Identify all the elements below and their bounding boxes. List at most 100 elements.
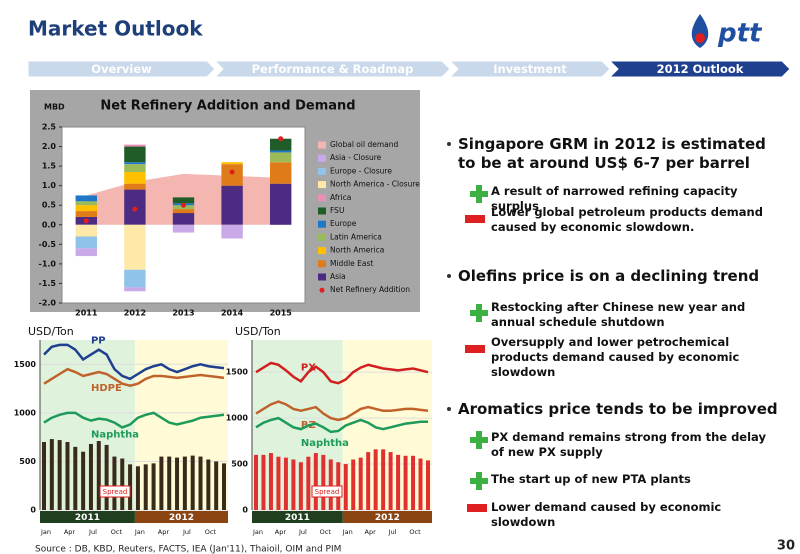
x-tick-label: Jul	[388, 528, 397, 536]
y-tick-label: 2.0	[42, 142, 57, 151]
bar-segment	[75, 224, 97, 237]
nav-label: Investment	[493, 62, 567, 76]
nav-label: 2012 Outlook	[657, 62, 744, 76]
period-bar	[342, 511, 432, 523]
title: Market Outlook	[28, 17, 203, 41]
net-dot	[181, 202, 186, 208]
period-bg	[252, 340, 343, 510]
point-text: Singapore GRM in 2012 is estimated to be …	[458, 135, 766, 172]
x-tick-label: 2013	[172, 309, 194, 318]
spread-bar	[261, 454, 266, 510]
y-tick-label: -1.5	[39, 279, 57, 288]
spread-bar	[135, 466, 140, 510]
spread-bar	[306, 456, 311, 510]
legend-swatch	[318, 233, 326, 241]
nav-label: Overview	[91, 62, 152, 76]
bar-segment	[75, 236, 97, 249]
bullet	[447, 274, 451, 278]
page-number: 30	[777, 539, 795, 554]
y-axis-label: MBD	[44, 103, 65, 112]
legend-swatch	[318, 194, 326, 202]
x-tick-label: Jul	[298, 528, 307, 536]
x-tick-label: Jan	[134, 528, 145, 536]
period-label: 2011	[75, 513, 100, 523]
spread-bar	[73, 446, 78, 510]
bar-segment	[270, 183, 292, 225]
y-tick-label: 2.5	[42, 123, 57, 132]
price-line	[255, 361, 429, 385]
spread-bar	[120, 458, 125, 510]
legend-label: Middle East	[330, 259, 373, 268]
bullet	[447, 142, 451, 146]
spread-bar	[222, 463, 226, 510]
x-tick-label: Jan	[342, 528, 353, 536]
bullet-points: Singapore GRM in 2012 is estimated to be …	[447, 135, 778, 529]
bar-segment	[172, 209, 195, 214]
spread-bar	[388, 452, 393, 510]
spread-bar	[313, 453, 318, 510]
x-tick-label: Jul	[182, 528, 191, 536]
net-dot	[132, 206, 138, 212]
point-text: Aromatics price tends to be improved	[458, 400, 778, 418]
spread-bar	[298, 462, 303, 510]
bar-segment	[221, 164, 243, 186]
y-tick-label: -2.0	[39, 299, 57, 308]
price-line	[43, 411, 225, 429]
legend-label: Net Refinery Addition	[330, 285, 410, 294]
spread-bar	[328, 459, 333, 510]
x-tick-label: Apr	[158, 528, 170, 536]
x-tick-label: Jul	[88, 528, 97, 536]
x-tick-label: Oct	[205, 528, 217, 536]
bar-segment	[124, 162, 146, 165]
bar-segment	[75, 201, 97, 206]
y-tick-label: 0	[242, 506, 248, 515]
y-tick-label: 0	[30, 506, 36, 515]
point-item: A result of narrowed refining capacity su…	[491, 184, 738, 213]
nav-tab	[213, 60, 451, 78]
bar-segment	[270, 152, 292, 163]
series-label: Naphtha	[91, 430, 139, 441]
legend-label: Latin America	[330, 232, 382, 241]
bar-segment	[75, 205, 97, 212]
price-line	[43, 343, 225, 381]
spread-bar	[283, 457, 288, 510]
y-tick-label: 1500	[226, 368, 249, 377]
y-tick-label: -1.0	[39, 259, 57, 268]
spread-bar	[403, 455, 408, 510]
y-tick-label: 500	[231, 460, 248, 469]
net-dot	[278, 136, 284, 142]
spread-bar	[276, 456, 281, 510]
spread-bar	[57, 440, 62, 510]
spread-bar	[381, 449, 386, 510]
series-label: Spread	[315, 488, 340, 496]
spread-bar	[373, 449, 378, 510]
x-tick-label: Oct	[111, 528, 123, 536]
spread-bar	[81, 451, 86, 510]
series-label: PP	[91, 336, 106, 347]
bullet	[447, 407, 451, 411]
period-label: 2011	[285, 513, 310, 523]
spread-bar	[182, 456, 187, 510]
y-tick-label: 1000	[14, 408, 37, 417]
spread-bar	[254, 454, 258, 510]
series-label: HDPE	[91, 383, 122, 394]
x-tick-label: 2014	[221, 309, 244, 318]
x-tick-label: Jan	[40, 528, 51, 536]
spread-bar	[214, 461, 219, 510]
y-tick-label: 1000	[226, 414, 249, 423]
period-bar	[134, 511, 228, 523]
price-line	[43, 367, 225, 387]
series-label: Spread	[103, 488, 128, 496]
net-dot	[83, 218, 89, 224]
spread-bar	[143, 464, 148, 510]
bar-segment	[124, 144, 146, 147]
bar-segment	[270, 138, 292, 151]
spread-bar	[351, 459, 356, 510]
point-item: Lower global petroleum products demand ca…	[491, 205, 763, 234]
legend-swatch	[318, 247, 326, 255]
x-tick-label: Apr	[365, 528, 377, 536]
bar-segment	[172, 213, 195, 225]
legend-label: Europe - Closure	[330, 166, 392, 175]
spread-bar	[411, 455, 416, 510]
spread-bar	[198, 456, 203, 510]
